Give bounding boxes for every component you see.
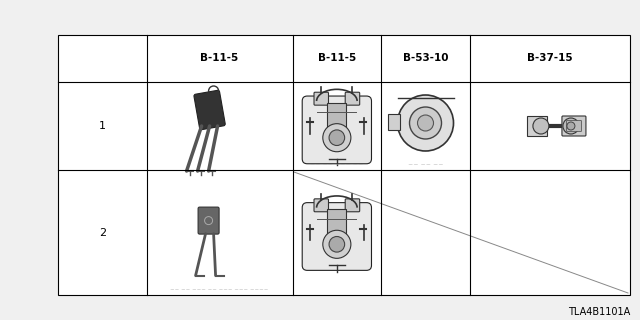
Bar xyxy=(328,209,346,236)
Text: 1: 1 xyxy=(99,121,106,131)
Text: B-11-5: B-11-5 xyxy=(317,53,356,63)
FancyBboxPatch shape xyxy=(314,199,328,212)
FancyBboxPatch shape xyxy=(302,96,371,164)
FancyBboxPatch shape xyxy=(345,199,360,212)
Text: 2: 2 xyxy=(99,228,106,237)
Text: B-11-5: B-11-5 xyxy=(200,53,239,63)
Text: ~~ ~~ ~~: ~~ ~~ ~~ xyxy=(408,162,444,167)
Circle shape xyxy=(323,230,351,258)
Circle shape xyxy=(410,107,442,139)
FancyBboxPatch shape xyxy=(314,92,328,105)
FancyBboxPatch shape xyxy=(194,90,225,130)
Text: B-53-10: B-53-10 xyxy=(403,53,448,63)
FancyBboxPatch shape xyxy=(198,207,219,234)
FancyBboxPatch shape xyxy=(562,116,586,136)
Text: ~~ ~~ ~~~ ~~: ~~ ~~ ~~~ ~~ xyxy=(310,162,364,167)
Circle shape xyxy=(563,118,579,134)
Circle shape xyxy=(329,236,345,252)
Bar xyxy=(58,35,630,295)
Bar xyxy=(527,116,547,136)
Circle shape xyxy=(567,122,575,130)
Text: B-37-15: B-37-15 xyxy=(527,53,573,63)
Text: ~~ ~~ ~~~ ~~ ~~~ ~~~ ~~~~: ~~ ~~ ~~~ ~~ ~~~ ~~~ ~~~~ xyxy=(170,287,269,292)
FancyBboxPatch shape xyxy=(302,203,371,270)
Circle shape xyxy=(329,130,345,146)
Circle shape xyxy=(397,95,454,151)
Circle shape xyxy=(533,118,549,134)
Text: TLA4B1101A: TLA4B1101A xyxy=(568,307,630,317)
Bar xyxy=(328,103,346,130)
Circle shape xyxy=(323,124,351,152)
Bar xyxy=(58,35,630,295)
FancyBboxPatch shape xyxy=(345,92,360,105)
FancyBboxPatch shape xyxy=(566,121,582,132)
Bar xyxy=(387,114,399,130)
Circle shape xyxy=(417,115,433,131)
